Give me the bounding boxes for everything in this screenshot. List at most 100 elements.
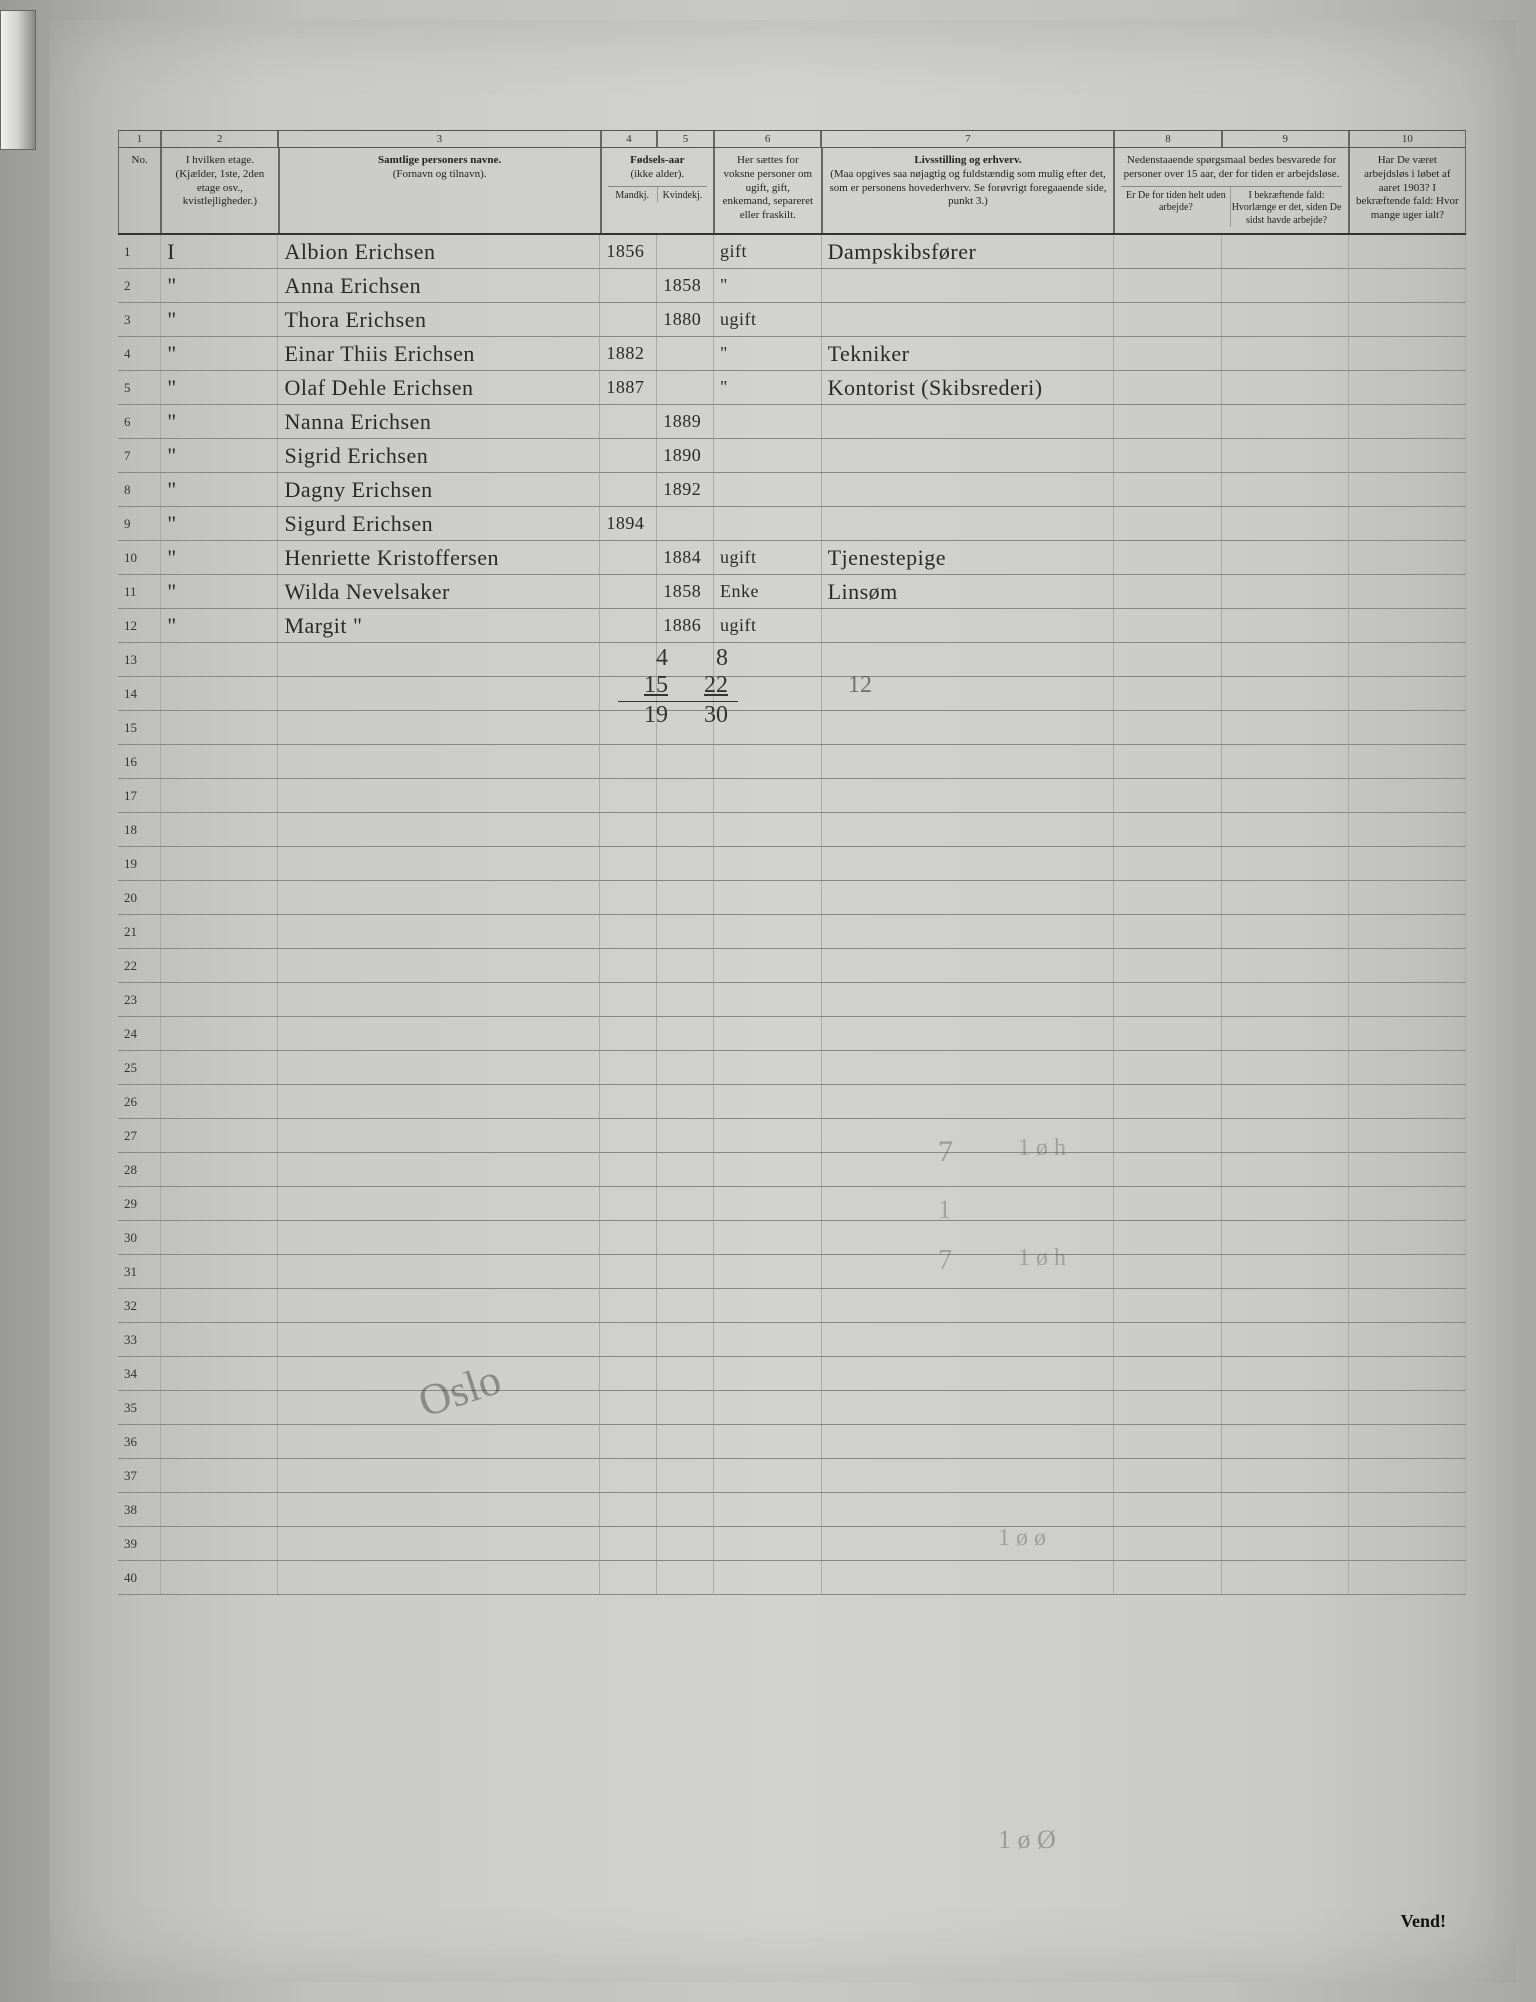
row-number: 9 [118, 507, 161, 540]
cell-status [714, 439, 822, 472]
cell-q9 [1222, 1561, 1349, 1594]
row-number: 17 [118, 779, 161, 812]
cell-q9 [1222, 983, 1349, 1016]
cell-year-male [600, 541, 657, 574]
cell-year-female [657, 1323, 714, 1356]
cell-q8 [1114, 1119, 1222, 1152]
cell-q9 [1222, 711, 1349, 744]
row-number: 28 [118, 1153, 161, 1186]
cell-year-female [657, 949, 714, 982]
cell-name [278, 915, 600, 948]
header-names: Samtlige personers navne. (Fornavn og ti… [279, 148, 601, 233]
tally-calculation: 481522121930 [618, 645, 872, 729]
table-row: 3"Thora Erichsen1880ugift [118, 303, 1466, 337]
cell-year-male [600, 1425, 657, 1458]
row-number: 21 [118, 915, 161, 948]
cell-name [278, 1187, 600, 1220]
cell-etage: " [161, 507, 278, 540]
table-row: 11"Wilda Nevelsaker1858EnkeLinsøm [118, 575, 1466, 609]
cell-year-male [600, 269, 657, 302]
cell-name: Wilda Nevelsaker [278, 575, 600, 608]
row-number: 35 [118, 1391, 161, 1424]
cell-q10 [1349, 643, 1466, 676]
cell-q10 [1349, 779, 1466, 812]
cell-q10 [1349, 1255, 1466, 1288]
cell-q9 [1222, 677, 1349, 710]
cell-year-male: 1894 [600, 507, 657, 540]
cell-year-female [657, 847, 714, 880]
cell-q10 [1349, 1357, 1466, 1390]
cell-q10 [1349, 337, 1466, 370]
table-row: 20 [118, 881, 1466, 915]
header-etage: I hvilken etage. (Kjælder, 1ste, 2den et… [161, 148, 278, 233]
cell-etage [161, 983, 278, 1016]
header-occupation: Livsstilling og erhverv. (Maa opgives sa… [822, 148, 1115, 233]
cell-q8 [1114, 813, 1222, 846]
cell-etage: " [161, 371, 278, 404]
table-row: 32 [118, 1289, 1466, 1323]
cell-q9 [1222, 473, 1349, 506]
cell-q9 [1222, 1391, 1349, 1424]
row-number: 8 [118, 473, 161, 506]
cell-q8 [1114, 337, 1222, 370]
data-rows: 1IAlbion Erichsen1856giftDampskibsfører2… [118, 235, 1466, 1595]
cell-year-male: 1887 [600, 371, 657, 404]
cell-year-male: 1882 [600, 337, 657, 370]
cell-etage [161, 1527, 278, 1560]
cell-occupation [822, 949, 1115, 982]
cell-status: " [714, 337, 822, 370]
colnum-1: 1 [118, 131, 161, 147]
table-row: 1IAlbion Erichsen1856giftDampskibsfører [118, 235, 1466, 269]
row-number: 11 [118, 575, 161, 608]
bleedthrough-mark: 7 [938, 1135, 953, 1169]
cell-year-male [600, 1153, 657, 1186]
cell-q10 [1349, 1459, 1466, 1492]
cell-status [714, 507, 822, 540]
cell-status [714, 881, 822, 914]
cell-q8 [1114, 1425, 1222, 1458]
cell-occupation [822, 1153, 1115, 1186]
cell-q10 [1349, 575, 1466, 608]
row-number: 32 [118, 1289, 161, 1322]
table-row: 21 [118, 915, 1466, 949]
cell-year-male [600, 439, 657, 472]
cell-q10 [1349, 1527, 1466, 1560]
row-number: 34 [118, 1357, 161, 1390]
cell-etage: " [161, 337, 278, 370]
table-row: 7"Sigrid Erichsen1890 [118, 439, 1466, 473]
cell-q8 [1114, 915, 1222, 948]
cell-q8 [1114, 1187, 1222, 1220]
cell-name [278, 1119, 600, 1152]
cell-occupation [822, 1289, 1115, 1322]
cell-status [714, 1289, 822, 1322]
bleedthrough-mark: 1 [938, 1195, 951, 1225]
table-row: 30 [118, 1221, 1466, 1255]
cell-name [278, 745, 600, 778]
cell-q9 [1222, 337, 1349, 370]
cell-occupation [822, 1527, 1115, 1560]
table-row: 2"Anna Erichsen1858" [118, 269, 1466, 303]
cell-status: " [714, 371, 822, 404]
row-number: 26 [118, 1085, 161, 1118]
cell-name [278, 779, 600, 812]
cell-etage [161, 1051, 278, 1084]
table-row: 28 [118, 1153, 1466, 1187]
cell-status [714, 1323, 822, 1356]
cell-q10 [1349, 915, 1466, 948]
cell-q9 [1222, 643, 1349, 676]
cell-occupation [822, 1017, 1115, 1050]
cell-occupation [822, 1119, 1115, 1152]
cell-etage [161, 847, 278, 880]
cell-q9 [1222, 1493, 1349, 1526]
cell-name [278, 1221, 600, 1254]
cell-name: Anna Erichsen [278, 269, 600, 302]
cell-q10 [1349, 609, 1466, 642]
cell-q8 [1114, 1391, 1222, 1424]
row-number: 37 [118, 1459, 161, 1492]
cell-year-female [657, 1119, 714, 1152]
header-q8: Er De for tiden helt uden arbejde? [1121, 187, 1231, 228]
cell-year-male [600, 1017, 657, 1050]
cell-year-female: 1880 [657, 303, 714, 336]
cell-status [714, 1561, 822, 1594]
cell-etage [161, 1459, 278, 1492]
